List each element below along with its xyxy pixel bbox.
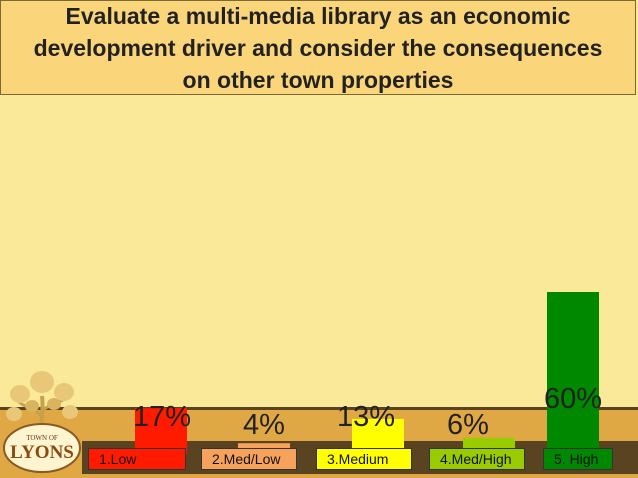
bar-5 <box>547 292 599 454</box>
value-label-4: 6% <box>447 409 489 441</box>
slide-title: Evaluate a multi-media library as an eco… <box>33 2 603 93</box>
value-label-1: 17% <box>133 401 191 433</box>
footer-divider <box>0 407 638 410</box>
legend-item-4: 4.Med/High <box>429 448 525 470</box>
legend-item-5: 5. High <box>543 448 613 470</box>
town-of-lyons-logo: TOWN OF LYONS <box>3 371 81 473</box>
value-label-3: 13% <box>337 401 395 433</box>
legend-item-2: 2.Med/Low <box>201 448 297 470</box>
value-label-5: 60% <box>544 383 602 415</box>
value-label-2: 4% <box>243 409 285 441</box>
legend-item-1: 1.Low <box>88 448 186 470</box>
title-box: Evaluate a multi-media library as an eco… <box>0 0 636 95</box>
logo-lyons: LYONS <box>10 442 74 463</box>
logo-town-of: TOWN OF <box>26 434 58 442</box>
legend-item-3: 3.Medium <box>316 448 412 470</box>
bar-1 <box>135 408 187 454</box>
tree-icon <box>6 371 78 437</box>
